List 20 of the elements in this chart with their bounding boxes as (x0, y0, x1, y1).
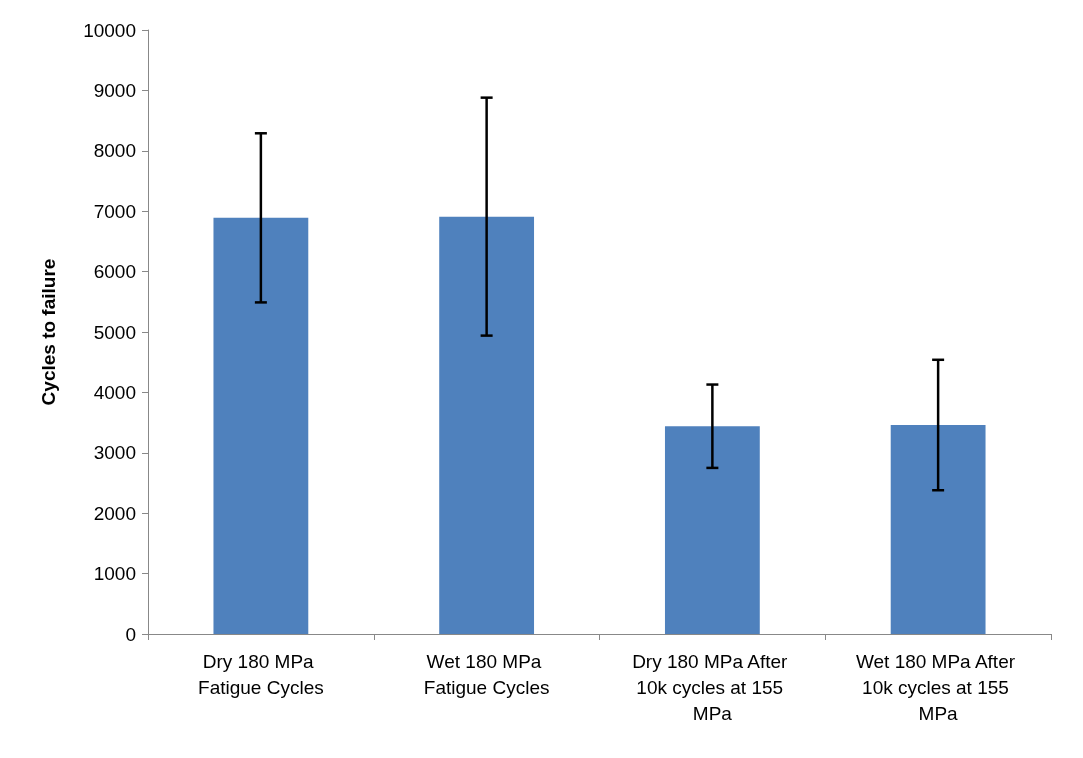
y-tick-label: 7000 (93, 200, 136, 222)
x-tick-label: Dry 180 MPa Fatigue Cycles (198, 650, 324, 698)
x-tick-label: Dry 180 MPa After 10k cycles at 155 MPa (632, 650, 793, 724)
bar (213, 217, 309, 634)
y-tick-label: 10000 (83, 19, 136, 41)
y-tick-label: 9000 (93, 79, 136, 101)
y-tick-label: 1000 (93, 563, 136, 585)
bar (439, 216, 535, 634)
bar (890, 425, 986, 634)
y-tick-label: 4000 (93, 381, 136, 403)
y-tick-label: 5000 (93, 321, 136, 343)
bar (664, 426, 760, 634)
x-tick-label: Wet 180 MPa After 10k cycles at 155 MPa (855, 650, 1021, 724)
x-tick-label: Wet 180 MPa Fatigue Cycles (423, 650, 550, 698)
y-tick-label: 3000 (93, 442, 136, 464)
y-tick-label: 8000 (93, 140, 136, 162)
y-tick-label: 2000 (93, 502, 136, 524)
y-tick-label: 6000 (93, 261, 136, 283)
y-axis-title: Cycles to failure (38, 258, 59, 406)
y-tick-label: 0 (125, 623, 136, 645)
